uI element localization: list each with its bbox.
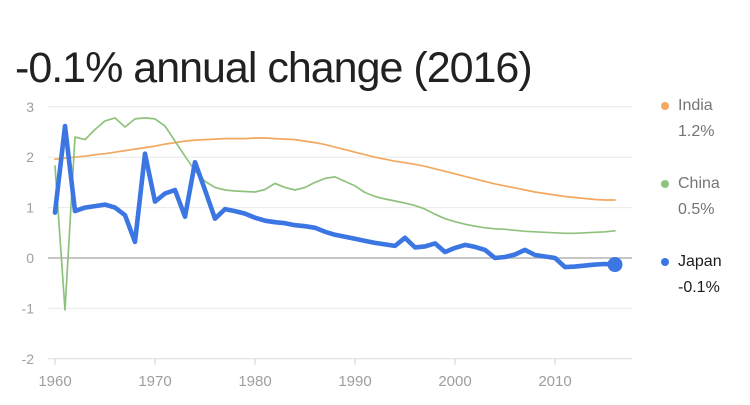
y-tick-label-0: 0 xyxy=(26,250,34,266)
x-tick-label-1960: 1960 xyxy=(38,373,71,390)
legend-dot-india xyxy=(661,102,669,110)
legend-series-value: 0.5% xyxy=(678,201,715,218)
x-tick-label-1980: 1980 xyxy=(238,373,271,390)
legend-text-india: India 1.2% xyxy=(678,93,714,145)
x-tick-label-2010: 2010 xyxy=(538,373,571,390)
x-axis: 1960 1970 1980 1990 2000 2010 xyxy=(38,358,572,390)
japan-line[interactable] xyxy=(52,123,618,270)
legend-dot-china xyxy=(661,180,669,188)
legend-item-india[interactable]: India 1.2% xyxy=(661,93,714,145)
legend-series-name: Japan xyxy=(678,253,722,270)
legend-dot-japan xyxy=(661,258,669,266)
legend-item-japan[interactable]: Japan -0.1% xyxy=(661,249,722,301)
y-tick-label-2: 2 xyxy=(26,149,34,165)
x-tick-label-1970: 1970 xyxy=(138,373,171,390)
y-tick-label-3: 3 xyxy=(26,99,34,115)
y-tick-label--1: -1 xyxy=(22,300,35,316)
legend-series-name: China xyxy=(678,175,720,192)
y-tick-label-1: 1 xyxy=(26,200,34,216)
x-tick-label-2000: 2000 xyxy=(438,373,471,390)
japan-end-dot[interactable] xyxy=(607,257,623,273)
legend-series-value: 1.2% xyxy=(678,123,715,140)
chart-title: -0.1% annual change (2016) xyxy=(15,43,533,92)
india-line[interactable] xyxy=(54,137,616,201)
legend-item-china[interactable]: China 0.5% xyxy=(661,171,720,223)
y-tick-label--2: -2 xyxy=(22,351,35,367)
legend-text-japan: Japan -0.1% xyxy=(678,249,722,301)
legend-series-value: -0.1% xyxy=(678,279,720,296)
china-line[interactable] xyxy=(54,117,616,311)
legend-text-china: China 0.5% xyxy=(678,171,720,223)
legend-series-name: India xyxy=(678,97,713,114)
x-tick-label-1990: 1990 xyxy=(338,373,371,390)
